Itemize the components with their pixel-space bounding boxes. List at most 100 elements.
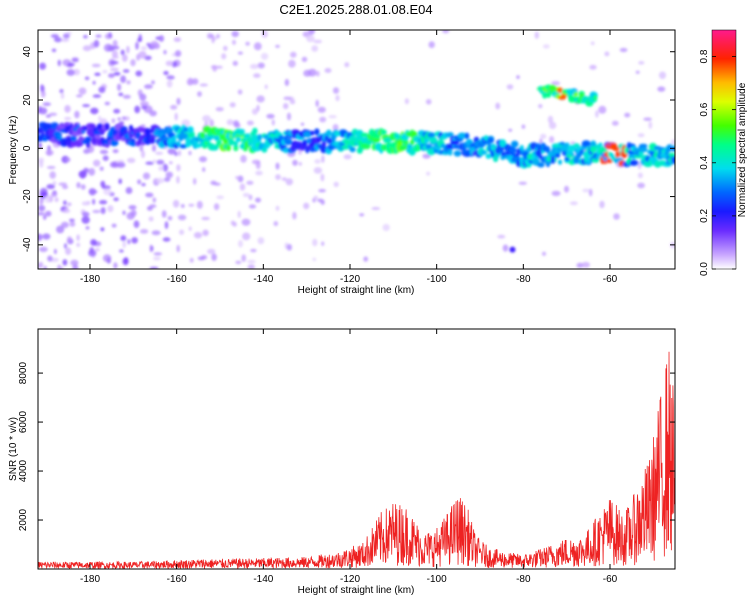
spectrogram-cell <box>133 220 140 228</box>
spectrogram-cell <box>59 89 64 94</box>
spectrogram-cell <box>162 237 171 242</box>
spectrogram-cell <box>70 259 79 266</box>
spectrogram-cell <box>126 80 131 85</box>
spectrogram-cell <box>206 136 213 141</box>
spectrogram-cell <box>302 140 308 147</box>
spectrogram-cell <box>52 180 57 186</box>
spectrogram-cell <box>152 197 157 203</box>
spectrogram-cell <box>213 182 221 186</box>
spectrogram-cell <box>671 146 675 152</box>
spectrogram-cell <box>40 84 44 91</box>
spectrogram-cell <box>247 259 256 264</box>
snr-x-tick-label: -120 <box>340 574 360 585</box>
snr-x-tick-label: -180 <box>80 574 100 585</box>
spectrogram-cell <box>163 50 167 55</box>
spectrogram-cell <box>135 70 143 77</box>
spectrogram-cell <box>170 104 178 110</box>
spectrogram-cell <box>39 62 46 70</box>
spectrogram-cell <box>451 140 460 145</box>
spectrogram-cell <box>232 39 236 45</box>
spectrogram-cell <box>241 218 251 226</box>
spectrogram-cell <box>151 144 157 152</box>
spectrogram-cell <box>211 35 215 44</box>
spectrogram-cell <box>619 47 628 53</box>
spectrogram-cell <box>131 237 138 244</box>
spectrogram-cell <box>226 119 234 126</box>
spectrogram-x-tick-label: -160 <box>167 274 187 285</box>
spectrogram-cell <box>303 202 310 210</box>
spectrogram-cell <box>103 188 112 196</box>
spectrogram-cell <box>163 177 171 182</box>
spectrogram-cell <box>545 146 551 154</box>
spectrogram-cell <box>283 147 289 153</box>
spectrogram-cell <box>487 137 495 144</box>
spectrogram-cell <box>167 148 177 155</box>
spectrogram-cell <box>193 143 202 148</box>
spectrogram-cell <box>139 144 144 152</box>
spectrogram-cell <box>42 102 51 107</box>
spectrogram-cell <box>64 116 72 121</box>
spectrogram-cell <box>624 112 631 118</box>
spectrogram-cell <box>576 262 584 268</box>
spectrogram-cell <box>363 256 369 262</box>
spectrogram-cell <box>69 218 75 222</box>
spectrogram-cell <box>83 35 88 39</box>
spectrogram-cell <box>66 157 71 162</box>
spectrogram-cell <box>516 75 520 79</box>
colorbar-gradient <box>711 29 737 270</box>
spectrogram-cell <box>120 235 127 242</box>
spectrogram-cell <box>349 146 356 153</box>
spectrogram-cell <box>485 153 492 159</box>
spectrogram-cell <box>464 132 470 140</box>
spectrogram-cell <box>249 63 259 70</box>
spectrogram-cell <box>639 143 648 148</box>
spectrogram-cell <box>303 69 312 77</box>
spectrogram-cell <box>122 210 126 215</box>
snr-panel: -180 -160 -140 -120 -100 -80 -60 2000 4000 6000 8… <box>8 328 676 596</box>
spectrogram-cell <box>189 257 194 263</box>
spectrogram-cell <box>335 95 340 102</box>
spectrogram-cell <box>176 244 180 253</box>
spectrogram-cell <box>149 110 157 117</box>
spectrogram-cell <box>253 42 262 51</box>
spectrogram-cell <box>53 248 57 255</box>
spectrogram-cell <box>104 122 110 131</box>
spectrogram-cell <box>120 49 125 56</box>
spectrogram-cell <box>221 53 227 60</box>
spectrogram-x-ticks: -180 -160 -140 -120 -100 -80 -60 <box>80 30 618 285</box>
spectrogram-cell <box>130 142 137 147</box>
spectrogram-cell <box>281 177 287 182</box>
spectrogram-cell <box>180 204 185 208</box>
spectrogram-cell <box>111 50 118 58</box>
spectrogram-cell <box>174 112 178 121</box>
spectrogram-cell <box>199 156 207 163</box>
spectrogram-cell <box>150 40 159 48</box>
spectrogram-cell <box>176 140 181 147</box>
spectrogram-cell <box>45 210 52 217</box>
spectrogram-cell <box>177 150 182 157</box>
spectrogram-cell <box>593 94 598 102</box>
spectrogram-cell <box>165 60 174 66</box>
spectrogram-cell <box>62 259 68 266</box>
spectrogram-cell <box>38 205 46 212</box>
spectrogram-cell <box>332 124 339 132</box>
spectrogram-cell <box>564 185 569 193</box>
spectrogram-cell <box>85 136 91 145</box>
spectrogram-y-tick-label: 0 <box>22 145 33 151</box>
spectrogram-cell <box>239 183 246 191</box>
spectrogram-cell <box>137 38 143 42</box>
spectrogram-cell <box>176 97 181 105</box>
spectrogram-cell <box>542 44 550 49</box>
spectrogram-cell <box>99 118 108 125</box>
spectrogram-cell <box>551 81 561 86</box>
spectrogram-cell <box>658 71 667 80</box>
snr-x-tick-label: -100 <box>427 574 447 585</box>
spectrogram-cell <box>313 39 323 44</box>
spectrogram-cell <box>548 121 557 130</box>
spectrogram-cell <box>240 155 247 163</box>
spectrogram-cell <box>144 128 151 136</box>
spectrogram-cell <box>78 87 87 95</box>
spectrogram-cell <box>45 149 54 156</box>
spectrogram-cell <box>149 136 156 144</box>
spectrogram-cell <box>152 159 157 163</box>
